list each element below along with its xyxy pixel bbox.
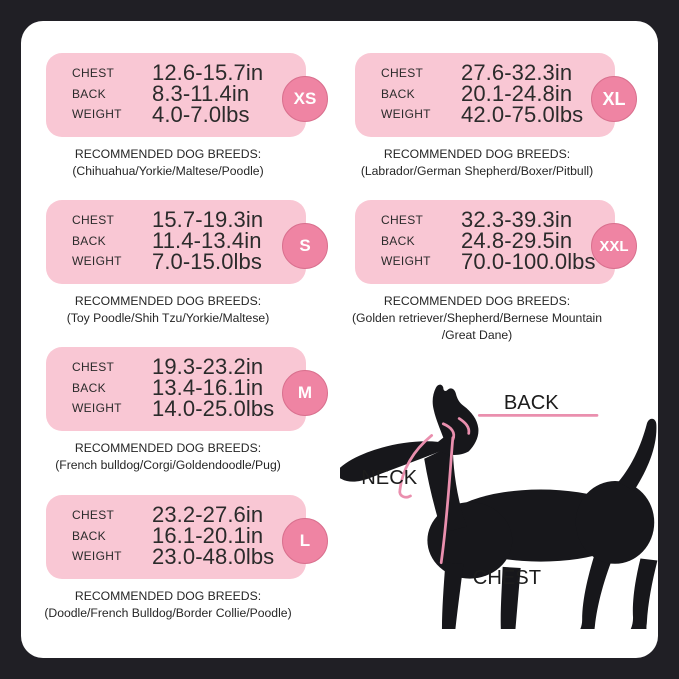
svg-text:CHEST: CHEST xyxy=(473,567,541,589)
svg-text:BACK: BACK xyxy=(504,392,559,414)
svg-text:NECK: NECK xyxy=(361,467,417,489)
